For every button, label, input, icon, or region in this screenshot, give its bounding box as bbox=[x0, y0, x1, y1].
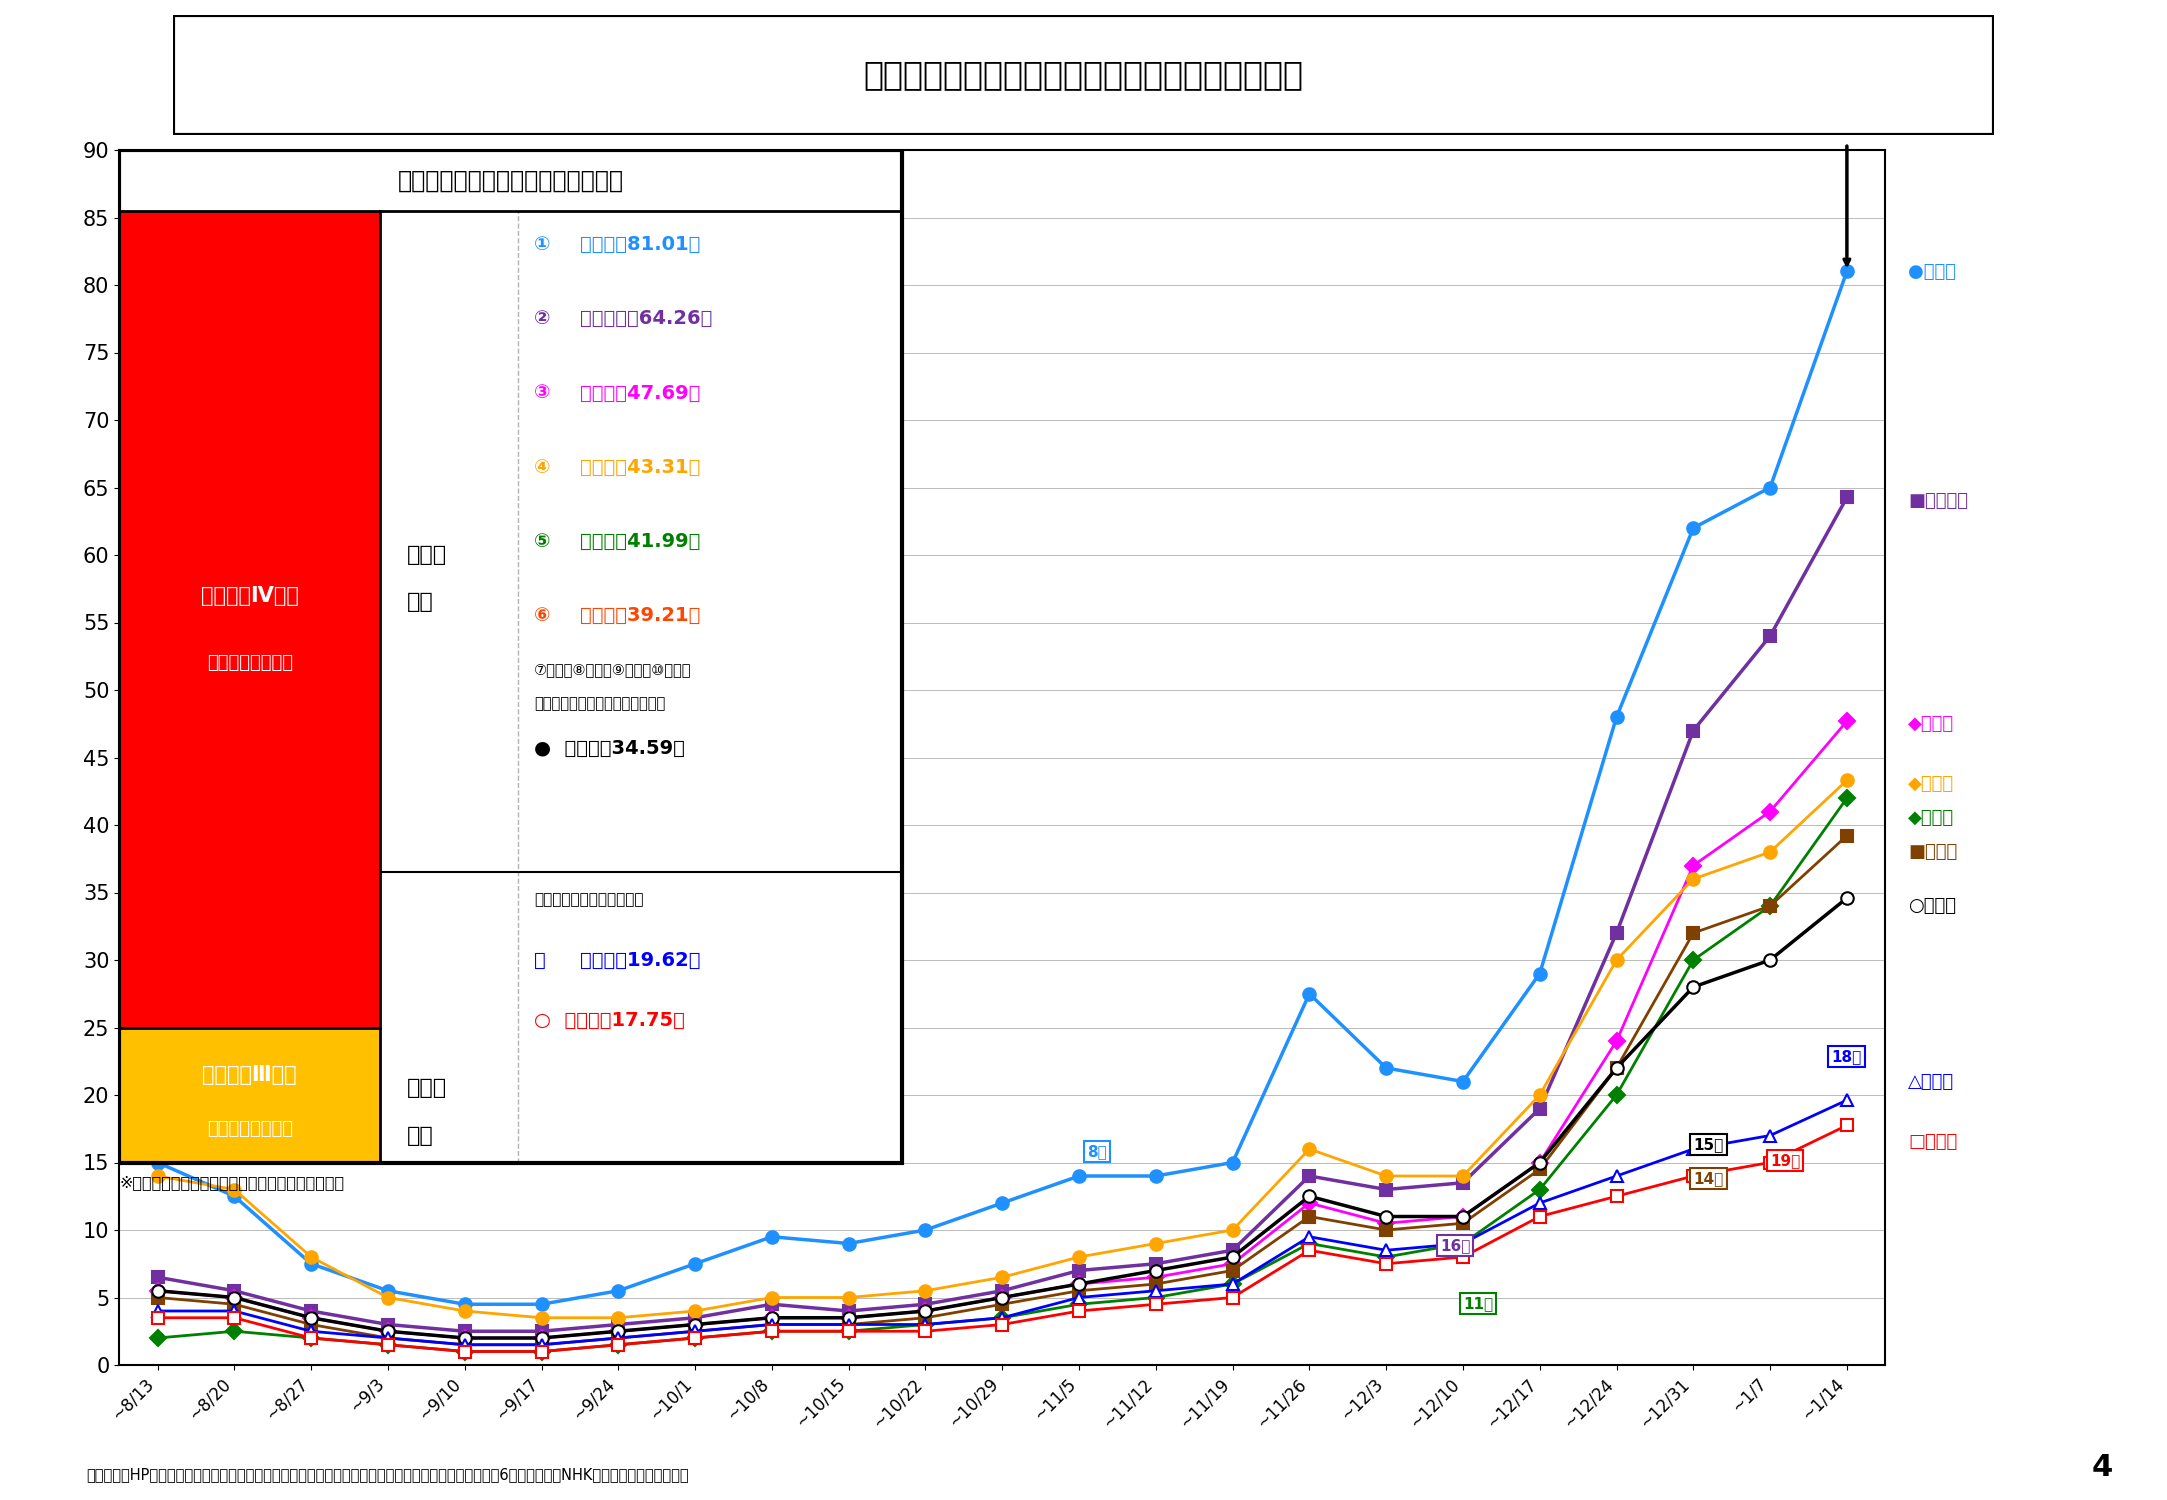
Text: □奈良市: □奈良市 bbox=[1909, 1134, 1957, 1152]
Text: ◆大阪府: ◆大阪府 bbox=[1909, 776, 1955, 794]
Text: ◆千葉県: ◆千葉県 bbox=[1909, 716, 1955, 734]
Bar bbox=[119, 1028, 379, 1162]
Text: △奈良県: △奈良県 bbox=[1909, 1072, 1955, 1090]
Text: １５人: １５人 bbox=[407, 1078, 446, 1098]
Text: ■神奈川県: ■神奈川県 bbox=[1909, 492, 1968, 510]
Text: ■埼玉県: ■埼玉県 bbox=[1909, 843, 1957, 861]
Text: ◆栃木県: ◆栃木県 bbox=[1909, 810, 1955, 828]
Text: ○全　国: ○全 国 bbox=[1909, 897, 1957, 915]
Text: ①: ① bbox=[533, 236, 550, 254]
Text: 神奈川県：64.26人: 神奈川県：64.26人 bbox=[581, 309, 713, 328]
Bar bbox=[379, 211, 901, 1162]
Bar bbox=[119, 211, 379, 1028]
Text: 厕生労働省HP「都道府県の医療提供体制等の状況（医療提供体制・監視体制・感染の状況）について（6指標）」及びNHK特設サイトなどから引用: 厕生労働省HP「都道府県の医療提供体制等の状況（医療提供体制・監視体制・感染の状… bbox=[87, 1467, 689, 1482]
Bar bbox=[119, 150, 901, 1162]
Text: 大阪府：43.31人: 大阪府：43.31人 bbox=[581, 458, 700, 477]
Text: ●東京都: ●東京都 bbox=[1909, 262, 1957, 280]
Text: 15位: 15位 bbox=[1692, 1137, 1723, 1152]
Text: ●  全　国：34.59人: ● 全 国：34.59人 bbox=[533, 738, 685, 758]
Text: ⑤: ⑤ bbox=[533, 532, 550, 550]
Text: １月１４日（木）までの直近１週間: １月１４日（木）までの直近１週間 bbox=[399, 168, 624, 192]
Text: 14位: 14位 bbox=[1692, 1170, 1723, 1185]
Text: 奈良県：19.62人: 奈良県：19.62人 bbox=[581, 951, 700, 969]
Text: 8位: 8位 bbox=[1086, 1143, 1107, 1158]
Text: ④: ④ bbox=[533, 458, 550, 477]
Text: 埼玉県：39.21人: 埼玉県：39.21人 bbox=[581, 606, 700, 625]
Text: ⑥: ⑥ bbox=[533, 606, 550, 625]
Text: ⑱: ⑱ bbox=[533, 951, 546, 969]
Bar bbox=[119, 150, 901, 211]
Text: ※下線部：緊急事態宣言の対象地域（１１都府県）: ※下線部：緊急事態宣言の対象地域（１１都府県） bbox=[119, 1176, 345, 1191]
Text: ⑮茨城、⑯北海道、⑰群馬: ⑮茨城、⑯北海道、⑰群馬 bbox=[533, 891, 644, 906]
Text: （感染急増段階）: （感染急増段階） bbox=[206, 1119, 293, 1137]
Text: 11位: 11位 bbox=[1463, 1296, 1493, 1311]
Text: （感染爆発段階）: （感染爆発段階） bbox=[206, 654, 293, 672]
Text: 4: 4 bbox=[2091, 1454, 2113, 1482]
Text: ステージⅣ相当: ステージⅣ相当 bbox=[202, 585, 299, 606]
Text: 直近１週間の人口１０万人当たりの陽性者数推移: 直近１週間の人口１０万人当たりの陽性者数推移 bbox=[862, 58, 1305, 92]
Text: 18位: 18位 bbox=[1831, 1050, 1861, 1065]
Text: 19位: 19位 bbox=[1770, 1154, 1801, 1168]
Text: 栃木県：41.99人: 栃木県：41.99人 bbox=[581, 532, 700, 550]
Text: 東京都：81.01人: 東京都：81.01人 bbox=[581, 236, 700, 254]
Text: ②: ② bbox=[533, 309, 550, 328]
Text: ２５人: ２５人 bbox=[407, 544, 446, 566]
Text: ○  奈良市：17.75人: ○ 奈良市：17.75人 bbox=[533, 1011, 685, 1031]
Text: 千葉県：47.69人: 千葉県：47.69人 bbox=[581, 384, 700, 402]
Text: 以上: 以上 bbox=[407, 1125, 433, 1146]
Text: 16位: 16位 bbox=[1439, 1239, 1469, 1254]
Text: 以上: 以上 bbox=[407, 592, 433, 612]
Text: ステージⅢ相当: ステージⅢ相当 bbox=[202, 1065, 297, 1084]
Text: ③: ③ bbox=[533, 384, 550, 402]
Text: ⑦福岡、⑧京都、⑨兵庫、⑩熊本、: ⑦福岡、⑧京都、⑨兵庫、⑩熊本、 bbox=[533, 663, 691, 678]
Text: ⑪宮崎、⑫沖縄、⑬愛知、⑭岐阜: ⑪宮崎、⑫沖縄、⑬愛知、⑭岐阜 bbox=[533, 696, 665, 711]
